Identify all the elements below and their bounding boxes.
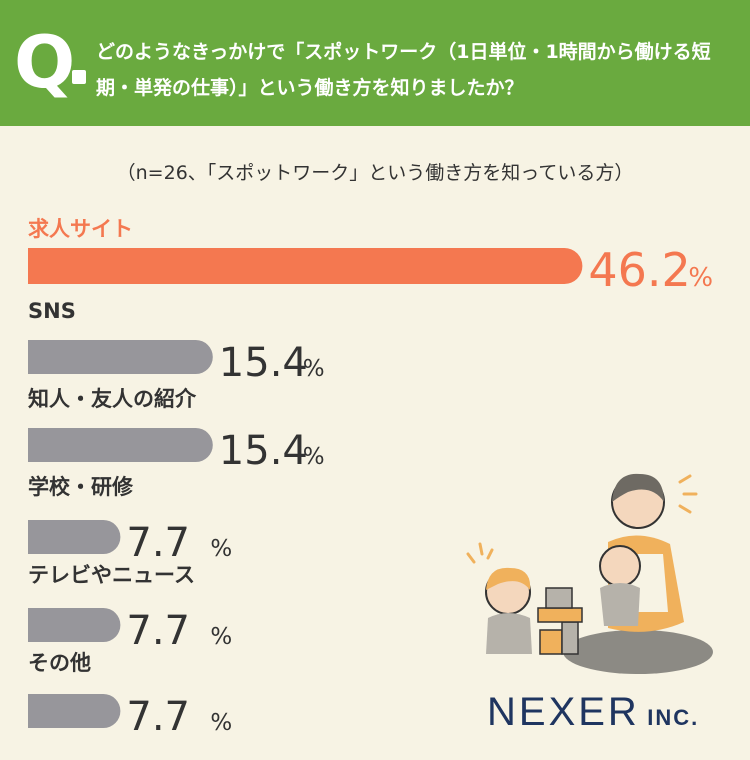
value-label: 7.7 <box>126 694 190 740</box>
value-unit: % <box>688 263 713 293</box>
value-label: 15.4 <box>219 340 308 386</box>
value-unit: % <box>303 444 325 470</box>
bar-left-edge <box>28 608 62 642</box>
family-illustration <box>466 473 713 674</box>
category-label: 求人サイト <box>28 217 133 241</box>
company-logo: NEXER INC. <box>487 690 699 735</box>
sparkle <box>466 542 494 564</box>
category-label: 学校・研修 <box>28 475 134 499</box>
child-hair <box>486 567 531 590</box>
mother-hair <box>612 473 664 502</box>
chart-subtitle: （n=26、「スポットワーク」という働き方を知っている方） <box>116 162 634 184</box>
value-label: 46.2 <box>588 243 690 297</box>
bar-left-edge <box>28 694 62 728</box>
bar-left-edge <box>28 340 62 374</box>
logo-name: NEXER <box>487 690 640 734</box>
bar-left-edge <box>28 428 62 462</box>
bar <box>28 248 583 284</box>
value-unit: % <box>210 710 232 736</box>
value-label: 7.7 <box>126 608 190 654</box>
baby-head <box>599 545 641 587</box>
mother-lap <box>563 630 713 674</box>
category-label: テレビやニュース <box>28 563 195 587</box>
question-text: どのようなきっかけで「スポットワーク（1日単位・1時間から働ける短期・単発の仕事… <box>96 41 711 99</box>
block <box>545 587 573 609</box>
value-unit: % <box>303 356 325 382</box>
bar-left-edge <box>28 248 64 284</box>
child-body <box>486 613 532 654</box>
q-dot <box>72 70 86 84</box>
category-label: その他 <box>28 651 91 675</box>
block <box>539 629 563 655</box>
block <box>537 607 583 623</box>
category-label: SNS <box>28 299 76 323</box>
value-label: 15.4 <box>219 428 308 474</box>
logo-suffix: INC. <box>647 705 700 730</box>
value-unit: % <box>210 624 232 650</box>
q-mark: Q <box>14 20 76 104</box>
bar-left-edge <box>28 520 62 554</box>
baby-body <box>600 583 640 626</box>
sparkle <box>678 474 698 514</box>
bar <box>28 340 213 374</box>
block <box>561 621 579 655</box>
bar <box>28 428 213 462</box>
value-unit: % <box>210 536 232 562</box>
value-label: 7.7 <box>126 520 190 566</box>
category-label: 知人・友人の紹介 <box>28 387 197 411</box>
question-header: Q どのようなきっかけで「スポットワーク（1日単位・1時間から働ける短期・単発の… <box>0 0 750 126</box>
